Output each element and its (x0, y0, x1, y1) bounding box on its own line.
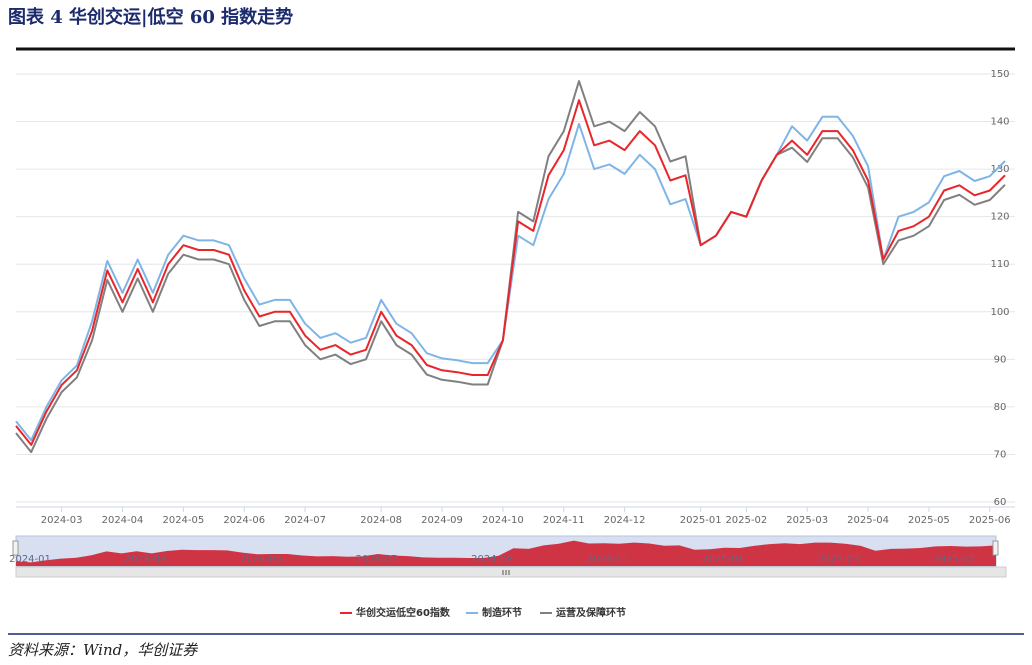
y-tick-label: 150 (990, 69, 1009, 80)
x-tick-label: 2025-06 (969, 515, 1011, 526)
navigator-label: 2024-07 (356, 554, 398, 565)
navigator-label: 2024-03 (125, 554, 167, 565)
x-tick-label: 2025-01 (680, 515, 722, 526)
navigator-handle (992, 540, 999, 556)
source: 资料来源：Wind，华创证券 (8, 641, 198, 659)
legend-label[interactable]: 制造环节 (482, 606, 522, 619)
x-tick-label: 2025-05 (908, 515, 950, 526)
x-tick-label: 2024-12 (604, 515, 646, 526)
y-tick-label: 120 (990, 212, 1009, 223)
x-tick-label: 2024-11 (543, 515, 585, 526)
scrollbar[interactable] (15, 566, 1007, 578)
plot-area (16, 55, 1015, 510)
legend-label[interactable]: 华创交运低空60指数 (356, 606, 451, 619)
x-tick-label: 2025-04 (847, 515, 889, 526)
y-tick-label: 90 (994, 354, 1007, 365)
navigator-area (16, 540, 996, 566)
x-tick-label: 2024-07 (284, 515, 326, 526)
x-tick-label: 2025-03 (786, 515, 828, 526)
navigator-label: 2025-03 (818, 554, 860, 565)
y-tick-label: 110 (990, 259, 1009, 270)
y-tick-label: 130 (990, 164, 1009, 175)
x-tick-label: 2024-06 (223, 515, 265, 526)
x-tick-label: 2024-08 (360, 515, 402, 526)
x-tick-label: 2024-10 (482, 515, 524, 526)
x-tick-label: 2024-03 (41, 515, 83, 526)
y-tick-label: 60 (994, 497, 1007, 508)
y-tick-label: 70 (994, 449, 1007, 460)
scrollbar-grip (502, 570, 510, 575)
navigator-label: 2024-09 (471, 554, 513, 565)
x-tick-label: 2024-05 (162, 515, 204, 526)
y-tick-label: 80 (994, 402, 1007, 413)
y-tick-label: 100 (990, 307, 1009, 318)
navigator-label: 2025-01 (702, 554, 744, 565)
navigator-handle (12, 540, 19, 556)
series-line (15, 99, 1006, 446)
navigator-label: 2024-11 (587, 554, 629, 565)
chart-title: 图表 4 华创交运|低空 60 指数走势 (8, 6, 293, 28)
navigator-label: 2024-05 (240, 554, 282, 565)
navigator-label: 2025-05 (933, 554, 975, 565)
y-tick-label: 140 (990, 117, 1009, 128)
x-tick-label: 2024-09 (421, 515, 463, 526)
x-tick-label: 2025-02 (725, 515, 767, 526)
x-tick-label: 2024-04 (102, 515, 144, 526)
navigator-label: 2024-01 (9, 554, 51, 565)
legend-label[interactable]: 运营及保障环节 (556, 606, 626, 619)
